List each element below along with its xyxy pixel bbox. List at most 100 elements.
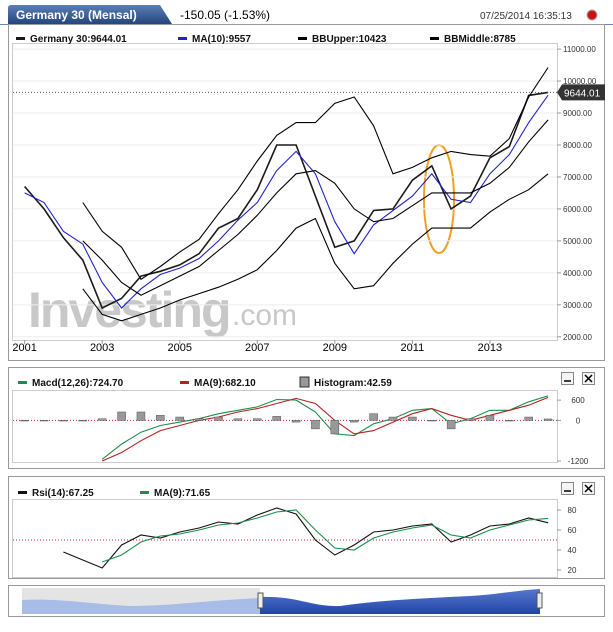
- legend-swatch: [16, 37, 25, 40]
- last-price-label: 9644.01: [564, 88, 601, 99]
- histogram-bar: [97, 418, 107, 421]
- legend-swatch: [140, 491, 149, 494]
- histogram-bar: [330, 420, 340, 435]
- histogram-bar: [59, 420, 68, 422]
- histogram-bar: [349, 420, 359, 423]
- histogram-bar: [175, 416, 184, 421]
- histogram-bar: [466, 418, 475, 421]
- header-tab: [8, 5, 172, 24]
- y-tick-label: 600: [571, 396, 585, 405]
- minimize-button[interactable]: [561, 372, 574, 385]
- legend-label: BBUpper:10423: [312, 34, 387, 45]
- histogram-bar: [39, 420, 49, 422]
- histogram-bar: [272, 416, 281, 421]
- x-tick-label: 2011: [401, 342, 425, 354]
- histogram-bar: [291, 420, 301, 423]
- x-tick-label: 2009: [323, 342, 347, 354]
- y-tick-label: -1200: [568, 457, 589, 466]
- histogram-bar: [408, 416, 417, 421]
- y-tick-label: 60: [568, 526, 577, 535]
- minimize-button[interactable]: [561, 482, 574, 495]
- histogram-bar: [388, 416, 398, 421]
- last-price-box: [557, 84, 605, 101]
- series-line: [23, 91, 549, 310]
- x-tick-label: 2001: [12, 342, 36, 354]
- price-change: -150.05 (-1.53%): [180, 8, 270, 22]
- y-tick-label: 6000.00: [563, 205, 592, 214]
- legend-swatch: [18, 381, 27, 384]
- plots: 2000.00 3000.00 4000.00 5000.00 6000.00 7000.…: [12, 34, 605, 575]
- legend-label: Rsi(14):67.25: [32, 488, 94, 499]
- legend-swatch: [178, 37, 187, 40]
- main-plot: [12, 43, 558, 341]
- histogram-bar: [136, 411, 146, 421]
- histogram-bar: [20, 420, 29, 422]
- watermark: .com: [232, 299, 297, 332]
- y-tick-label: 2000.00: [563, 333, 592, 342]
- y-tick-label: 40: [568, 546, 577, 555]
- histogram-bar: [524, 416, 533, 421]
- macd-plot: [12, 390, 558, 463]
- series-line: [63, 507, 549, 569]
- y-tick-label: 80: [568, 506, 577, 515]
- histogram-bar: [156, 415, 165, 421]
- y-tick-label: 3000.00: [563, 301, 592, 310]
- histogram-bar: [78, 420, 88, 422]
- y-tick-label: 9000.00: [563, 109, 592, 118]
- histogram-bar: [427, 420, 437, 422]
- macd-buttons: [561, 372, 595, 385]
- y-tick-label: 8000.00: [563, 141, 592, 150]
- histogram-bar: [117, 411, 126, 421]
- rsi-plot: [12, 499, 558, 578]
- legend-label: MA(9):71.65: [154, 488, 211, 499]
- series-line: [82, 119, 549, 296]
- navigator-handle[interactable]: [257, 592, 264, 609]
- x-tick-label: 2005: [167, 342, 191, 354]
- legend-swatch: [18, 491, 27, 494]
- y-tick-label: 7000.00: [563, 173, 592, 182]
- histogram-bar: [311, 420, 320, 430]
- histogram-bar: [485, 415, 495, 421]
- y-tick-label: 20: [568, 566, 577, 575]
- y-tick-label: 4000.00: [563, 269, 592, 278]
- main-panel: [8, 24, 605, 361]
- y-tick-label: 10000.00: [563, 77, 597, 86]
- chart-title: Germany 30 (Mensal): [16, 8, 137, 22]
- series-line: [101, 395, 549, 460]
- histogram-bar: [194, 418, 204, 421]
- series-line: [102, 509, 549, 563]
- y-tick-label: 11000.00: [563, 45, 596, 54]
- legend-swatch: [299, 376, 310, 388]
- series-line: [82, 67, 549, 281]
- histogram-bar: [214, 416, 223, 421]
- x-tick-label: 2003: [90, 342, 114, 354]
- x-tick-label: 2013: [478, 342, 502, 354]
- histogram-bar: [369, 413, 378, 421]
- histogram-bar: [543, 418, 553, 421]
- live-indicator[interactable]: [586, 9, 598, 21]
- watermark: Investing: [28, 282, 229, 338]
- series-line: [24, 94, 549, 309]
- x-tick-label: 2007: [245, 342, 269, 354]
- legend-swatch: [180, 381, 189, 384]
- macd-panel: [8, 367, 605, 469]
- navigator-handle[interactable]: [536, 592, 543, 609]
- legend-label: Germany 30:9644.01: [30, 34, 127, 45]
- navigator: [8, 585, 605, 617]
- legend-label: Macd(12,26):724.70: [32, 378, 124, 389]
- histogram-bar: [446, 420, 456, 430]
- histogram-bar: [505, 420, 514, 422]
- series-line: [82, 173, 549, 322]
- legend-label: Histogram:42.59: [314, 378, 392, 389]
- legend-swatch: [430, 37, 439, 40]
- rsi-buttons: [561, 482, 595, 495]
- legend-label: BBMiddle:8785: [444, 34, 516, 45]
- y-tick-label: 0: [576, 416, 581, 425]
- timestamp: 07/25/2014 16:35:13: [480, 11, 572, 22]
- y-tick-label: 5000.00: [563, 237, 592, 246]
- histogram-bar: [253, 418, 262, 421]
- legend-label: MA(9):682.10: [194, 378, 256, 389]
- histogram-bar: [233, 418, 243, 421]
- rsi-panel: [8, 476, 605, 579]
